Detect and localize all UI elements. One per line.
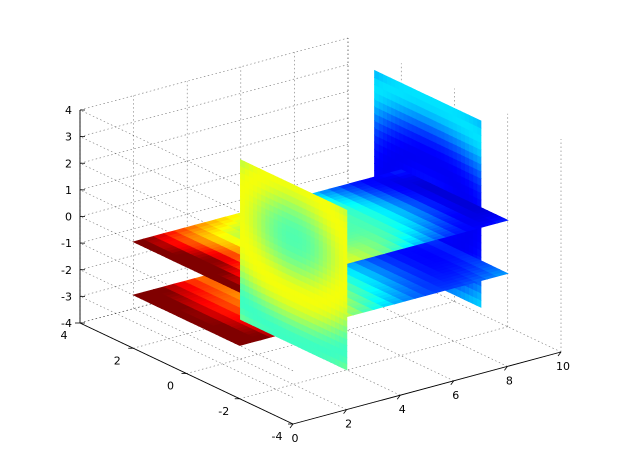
slice-cell [407, 86, 411, 95]
slice-planes [133, 70, 508, 370]
slice-cell [395, 80, 399, 89]
x-tick-label: 2 [345, 418, 352, 431]
z-tick-label: 2 [65, 157, 72, 170]
z-tick-label: -1 [61, 237, 72, 250]
slice-cell [383, 74, 387, 83]
slice-cell [391, 78, 395, 87]
z-tick-label: -2 [61, 264, 72, 277]
y-tick-label: 2 [114, 354, 121, 367]
slice-cell [452, 107, 456, 116]
grid-line-z [80, 38, 348, 211]
slice-cell [379, 72, 383, 81]
slice-cell [387, 76, 391, 85]
slice-cell [424, 94, 428, 103]
slice-cell [436, 100, 440, 109]
slice-cell [420, 92, 424, 101]
x-tick-label: 6 [452, 389, 459, 402]
slice-cell [456, 109, 460, 118]
slice-cell [448, 105, 452, 114]
y-tick-label: -2 [218, 405, 229, 418]
x-tick-label: 8 [506, 374, 513, 387]
z-tick-label: 1 [65, 184, 72, 197]
z-tick-label: 3 [65, 131, 72, 144]
slice-cell [444, 104, 448, 113]
slice-cell [469, 115, 473, 124]
x-tick-mark [290, 424, 293, 428]
slice-cell [403, 84, 407, 93]
slice-cell [440, 102, 444, 111]
slice-cell [473, 117, 477, 126]
slice-cell [461, 111, 465, 120]
slice-cell [432, 98, 436, 107]
z-tick-label: -4 [61, 317, 72, 330]
y-tick-label: 0 [167, 380, 174, 393]
slice-cell [375, 70, 379, 79]
z-tick-label: 0 [65, 211, 72, 224]
y-tick-label: 4 [61, 329, 68, 342]
y-tick-label: -4 [272, 430, 283, 443]
z-tick-label: -3 [61, 290, 72, 303]
slice-cell [465, 113, 469, 122]
x-tick-label: 4 [399, 403, 406, 416]
x-tick-label: 0 [292, 432, 299, 445]
z-tick-label: 4 [65, 104, 72, 117]
slice-cell [415, 90, 419, 99]
slice-cell [428, 96, 432, 105]
slice-cell [411, 88, 415, 97]
x-tick-label: 10 [556, 360, 570, 373]
slice-cell [477, 119, 481, 128]
slice-cell [399, 82, 403, 91]
